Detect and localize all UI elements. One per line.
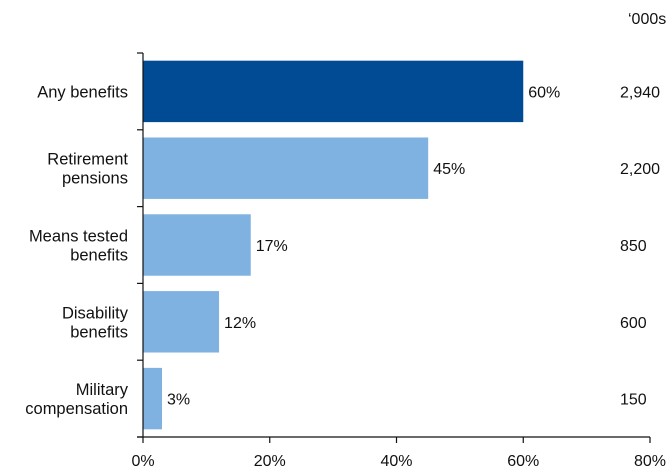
category-labels-group: Any benefits Retirement pensions Means test… [25, 83, 128, 418]
category-label-line: compensation [25, 400, 128, 418]
bar [143, 60, 524, 123]
category-label: Military compensation [25, 381, 128, 418]
count-label: 850 [620, 238, 647, 255]
count-label: 600 [620, 315, 647, 332]
count-label: 150 [620, 392, 647, 409]
x-tick-label: 60% [507, 453, 539, 470]
bar-value-label: 60% [528, 84, 560, 101]
bar-value-label: 17% [256, 238, 288, 255]
bars-group [143, 60, 524, 430]
x-tick-label: 80% [634, 453, 666, 470]
bar-value-label: 3% [167, 392, 190, 409]
unit-label: ‘000s [628, 11, 666, 28]
bar [143, 214, 251, 276]
bar [143, 291, 220, 353]
category-label-line: benefits [70, 323, 128, 341]
axes-group: 0% 20% 40% 60% 80% [131, 52, 666, 470]
category-label-line: Any benefits [37, 83, 128, 101]
category-label: Any benefits [37, 83, 128, 101]
category-label-line: Military [76, 381, 129, 399]
category-label: Means tested benefits [29, 228, 128, 265]
count-label: 2,200 [620, 161, 660, 178]
value-labels-group: 60% 45% 17% 12% 3% [167, 84, 560, 408]
bar-value-label: 12% [224, 315, 256, 332]
category-label-line: Disability [62, 304, 129, 322]
category-label: Disability benefits [62, 304, 129, 341]
category-label-line: Means tested [29, 228, 128, 246]
count-labels-group: 2,940 2,200 850 600 150 [620, 84, 660, 408]
x-tick-label: 20% [254, 453, 286, 470]
bar [143, 137, 429, 199]
category-label-line: pensions [62, 170, 128, 188]
bar [143, 367, 163, 430]
category-label-line: Retirement [47, 151, 128, 169]
category-label: Retirement pensions [47, 151, 128, 188]
count-label: 2,940 [620, 84, 660, 101]
x-tick-label: 0% [131, 453, 154, 470]
bar-value-label: 45% [433, 161, 465, 178]
x-tick-label: 40% [380, 453, 412, 470]
category-label-line: benefits [70, 247, 128, 265]
